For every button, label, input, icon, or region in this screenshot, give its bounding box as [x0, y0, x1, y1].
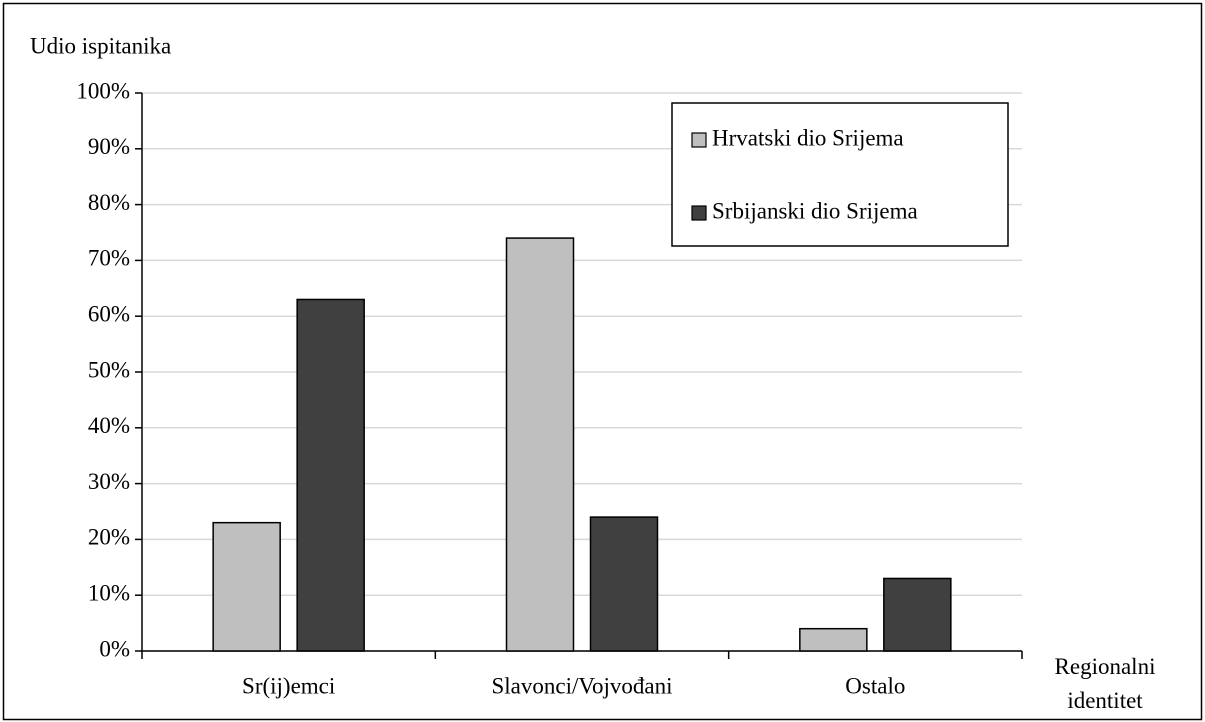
y-axis-label: Udio ispitanika: [30, 33, 171, 58]
y-tick-label: 30%: [88, 469, 130, 494]
x-axis-label: Regionalni identitet: [1054, 654, 1156, 713]
bar: [296, 298, 365, 652]
legend-label: Srbijanski dio Srijema: [712, 198, 918, 223]
bar: [799, 627, 868, 652]
legend-box: [671, 102, 1009, 247]
x-tick-label: Ostalo: [845, 673, 905, 698]
y-tick-label: 40%: [88, 413, 130, 438]
y-tick-label: 90%: [88, 134, 130, 159]
y-tick-label: 20%: [88, 525, 130, 550]
y-tick-label: 100%: [76, 78, 130, 103]
legend-swatch: [691, 205, 707, 221]
x-tick-label: Slavonci/Vojvođani: [491, 673, 672, 698]
y-tick-label: 0%: [99, 636, 130, 661]
bar: [883, 577, 952, 652]
y-tick-label: 80%: [88, 190, 130, 215]
y-tick-label: 60%: [88, 301, 130, 326]
x-tick-label: Sr(ij)emci: [242, 673, 335, 698]
bar: [212, 521, 281, 652]
bar: [589, 516, 659, 652]
legend-label: Hrvatski dio Srijema: [712, 125, 904, 150]
bar: [505, 237, 575, 652]
y-tick-label: 70%: [88, 246, 130, 271]
y-tick-label: 50%: [88, 357, 130, 382]
y-tick-label: 10%: [88, 580, 130, 605]
legend-swatch: [691, 132, 707, 148]
